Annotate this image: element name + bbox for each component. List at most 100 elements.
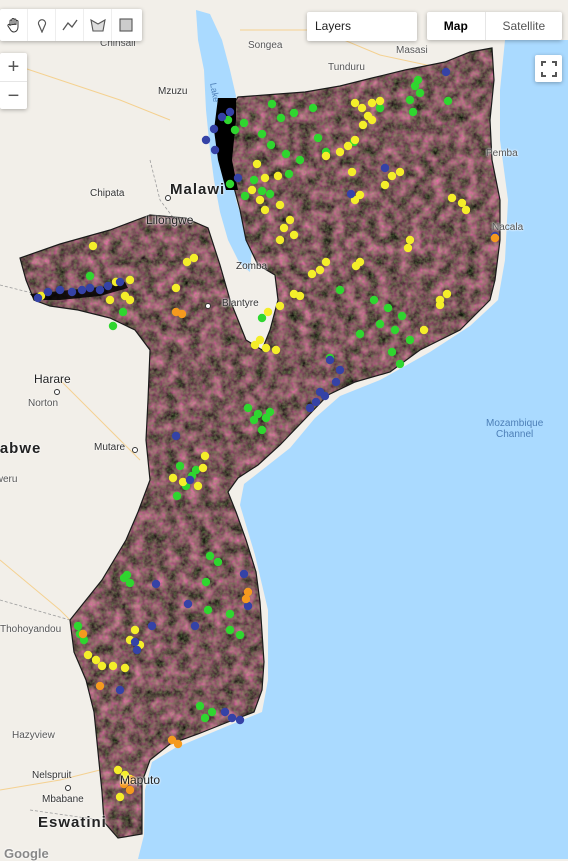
sample-point-yellow — [315, 265, 325, 275]
sample-point-yellow — [255, 195, 265, 205]
sample-point-blue — [243, 601, 253, 611]
sample-point-green — [276, 113, 286, 123]
sample-point-yellow — [461, 205, 471, 215]
sample-point-yellow — [403, 243, 413, 253]
sample-point-yellow — [350, 135, 360, 145]
sample-point-blue — [325, 355, 335, 365]
sample-point-yellow — [108, 661, 118, 671]
marker-tool-button[interactable] — [28, 9, 56, 41]
sample-point-blue — [77, 285, 87, 295]
sample-point-yellow — [171, 283, 181, 293]
sample-point-orange — [177, 309, 187, 319]
label-gweru: Gweru — [0, 474, 18, 485]
zoom-out-button[interactable]: − — [7, 84, 20, 107]
sample-point-green — [375, 103, 385, 113]
sample-point-green — [205, 551, 215, 561]
sample-point-blue — [227, 713, 237, 723]
sample-point-blue — [115, 685, 125, 695]
sample-point-green — [239, 118, 249, 128]
city-marker-mutare — [132, 447, 138, 453]
label-chipata: Chipata — [90, 188, 125, 199]
drawing-toolbar — [0, 9, 142, 41]
sample-point-yellow — [125, 275, 135, 285]
sample-point-yellow — [275, 301, 285, 311]
sample-point-yellow — [260, 205, 270, 215]
sample-point-green — [118, 307, 128, 317]
sample-point-green — [225, 609, 235, 619]
sample-point-blue — [55, 285, 65, 295]
label-lilongwe: Lilongwe — [146, 213, 194, 227]
sample-point-yellow — [405, 235, 415, 245]
sample-point-yellow — [355, 257, 365, 267]
sample-point-green — [235, 630, 245, 640]
layers-button[interactable]: Layers — [307, 12, 417, 41]
line-tool-button[interactable] — [56, 9, 84, 41]
sample-point-blue — [320, 391, 330, 401]
sample-point-yellow — [358, 120, 368, 130]
google-logo: Google — [4, 846, 49, 861]
sample-point-yellow — [255, 335, 265, 345]
sample-point-blue — [210, 145, 220, 155]
sample-point-yellow — [285, 215, 295, 225]
label-eswatini: Eswatini — [38, 814, 107, 831]
sample-point-yellow — [343, 141, 353, 151]
sample-point-yellow — [289, 230, 299, 240]
label-norton: Norton — [28, 398, 59, 409]
polygon-tool-button[interactable] — [84, 9, 112, 41]
sample-point-yellow — [380, 180, 390, 190]
sample-point-blue — [130, 637, 140, 647]
sample-point-green — [390, 325, 400, 335]
sample-point-yellow — [321, 257, 331, 267]
sample-point-green — [249, 175, 259, 185]
fullscreen-button[interactable] — [535, 55, 562, 82]
zoom-in-button[interactable]: + — [0, 53, 27, 82]
sample-point-blue — [171, 431, 181, 441]
map-type-map-button[interactable]: Map — [427, 12, 486, 40]
sample-point-orange — [78, 629, 88, 639]
sample-point-yellow — [125, 295, 135, 305]
sample-point-yellow — [105, 295, 115, 305]
sample-point-yellow — [419, 325, 429, 335]
sample-point-blue — [335, 365, 345, 375]
sample-point-blue — [95, 285, 105, 295]
sample-point-orange — [95, 681, 105, 691]
sample-point-yellow — [367, 98, 377, 108]
sample-point-green — [375, 319, 385, 329]
sample-point-blue — [346, 189, 356, 199]
rectangle-tool-button[interactable] — [112, 9, 140, 41]
polyline-icon — [61, 19, 78, 31]
sample-point-blue — [85, 283, 95, 293]
sample-point-blue — [201, 135, 211, 145]
sample-point-yellow — [355, 190, 365, 200]
sample-point-green — [387, 347, 397, 357]
sample-point-yellow — [91, 655, 101, 665]
sample-point-orange — [119, 779, 129, 789]
map-type-satellite-button[interactable]: Satellite — [502, 19, 546, 33]
sample-point-green — [240, 191, 250, 201]
sample-point-yellow — [395, 167, 405, 177]
sample-point-yellow — [350, 98, 360, 108]
sample-point-blue — [190, 621, 200, 631]
sample-point-yellow — [435, 300, 445, 310]
sample-point-green — [395, 359, 405, 369]
sample-point-yellow — [307, 269, 317, 279]
sample-point-orange — [125, 785, 135, 795]
label-hazyview: Hazyview — [12, 730, 55, 741]
sample-point-blue — [235, 715, 245, 725]
sample-point-orange — [490, 233, 500, 243]
sample-point-blue — [380, 163, 390, 173]
sample-point-green — [243, 403, 253, 413]
hand-icon — [6, 18, 18, 33]
label-mbabane: Mbabane — [42, 794, 84, 805]
label-thohoyandou: Thohoyandou — [0, 624, 62, 635]
sample-points-layer — [33, 67, 500, 802]
sample-point-yellow — [198, 463, 208, 473]
sample-point-green — [415, 88, 425, 98]
sample-point-green — [172, 491, 182, 501]
sample-point-yellow — [442, 289, 452, 299]
sample-point-yellow — [178, 477, 188, 487]
sample-point-green — [73, 621, 83, 631]
hand-tool-button[interactable] — [0, 9, 28, 41]
sample-point-green — [122, 570, 132, 580]
